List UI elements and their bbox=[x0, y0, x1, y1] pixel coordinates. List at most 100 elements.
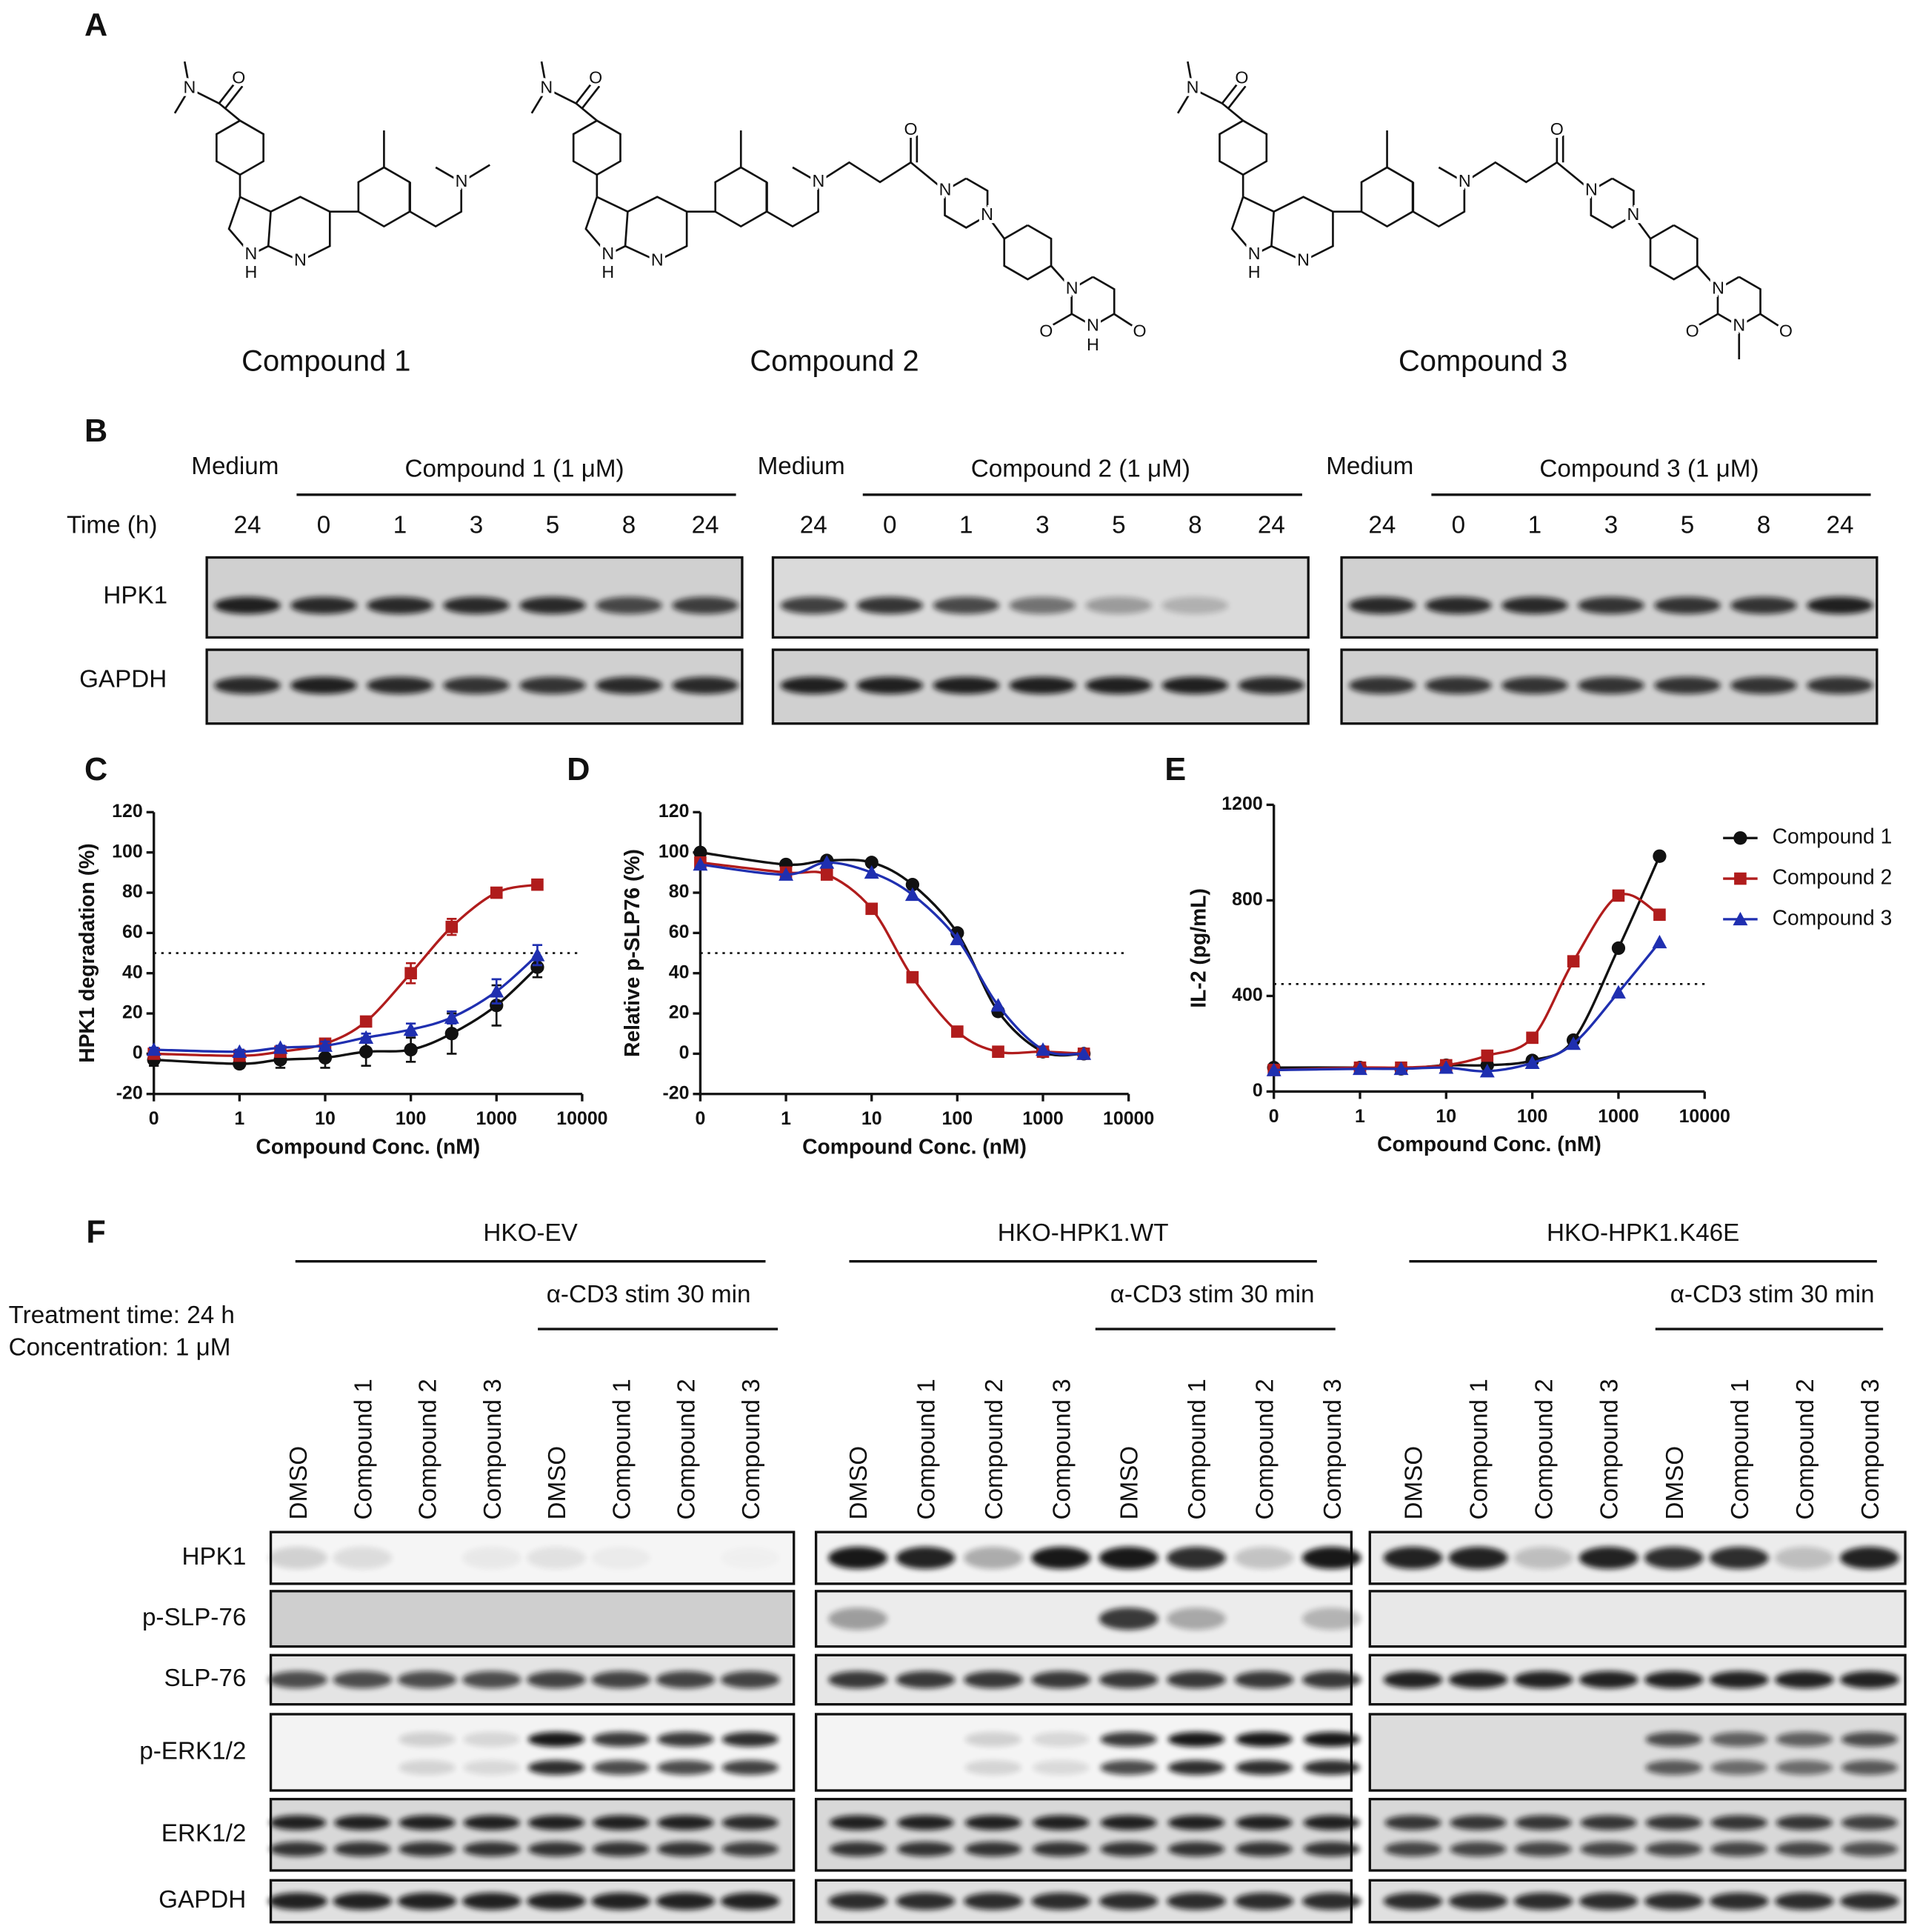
blot-box bbox=[1368, 1797, 1907, 1872]
bond bbox=[530, 87, 547, 114]
marker bbox=[404, 967, 417, 980]
bond bbox=[1176, 87, 1194, 114]
x-tick-label: 10 bbox=[861, 1108, 882, 1129]
y-tick-label: -20 bbox=[662, 1082, 689, 1103]
blot-band bbox=[399, 1815, 456, 1831]
blot-band bbox=[1580, 1842, 1637, 1857]
marker bbox=[403, 1022, 419, 1036]
marker bbox=[444, 1010, 459, 1024]
blot-band bbox=[1167, 1815, 1225, 1831]
blot-band bbox=[1234, 1547, 1294, 1569]
blot-band bbox=[1515, 1815, 1572, 1831]
blot-band bbox=[672, 676, 739, 694]
atom-label: O bbox=[589, 67, 602, 87]
marker bbox=[1036, 1042, 1050, 1056]
treatment-time: Treatment time: 24 h bbox=[9, 1302, 235, 1329]
y-tick-label: 80 bbox=[122, 882, 143, 902]
lane-label: Compound 2 bbox=[981, 1379, 1008, 1519]
bond bbox=[1412, 166, 1466, 228]
blot-band bbox=[1654, 676, 1721, 694]
marker bbox=[906, 970, 919, 984]
bond bbox=[1050, 264, 1073, 290]
atom-label: N bbox=[1459, 171, 1471, 190]
blot-band bbox=[593, 1842, 650, 1857]
panel-label: A bbox=[84, 7, 107, 43]
x-tick-label: 0 bbox=[149, 1108, 159, 1129]
blot-band bbox=[1031, 1547, 1091, 1569]
marker bbox=[1353, 1061, 1367, 1076]
stim-label: α-CD3 stim 30 min bbox=[1110, 1281, 1315, 1308]
marker bbox=[1652, 934, 1667, 949]
blot-band bbox=[1841, 1760, 1899, 1776]
compound-name: Compound 2 bbox=[750, 345, 919, 378]
marker bbox=[273, 1040, 288, 1054]
blot-band bbox=[527, 1731, 585, 1747]
marker bbox=[1610, 985, 1626, 999]
atom-label: N bbox=[1066, 279, 1079, 298]
bond bbox=[818, 161, 946, 192]
marker bbox=[1526, 1031, 1539, 1045]
blot-band bbox=[1709, 1547, 1769, 1569]
row-label: GAPDH bbox=[79, 665, 167, 693]
atom-label: N bbox=[813, 171, 825, 190]
time-value: 1 bbox=[1528, 512, 1541, 539]
blot-band bbox=[1303, 1842, 1360, 1857]
blot-band bbox=[964, 1731, 1022, 1747]
bond bbox=[1696, 264, 1719, 290]
marker bbox=[1566, 1036, 1581, 1050]
blot-band bbox=[593, 1760, 650, 1776]
y-axis-title: IL-2 (pg/mL) bbox=[1186, 888, 1210, 1008]
marker bbox=[779, 867, 794, 881]
y-tick-label: 1200 bbox=[1221, 793, 1262, 814]
blot-band bbox=[593, 1731, 650, 1747]
blot-band bbox=[1167, 1760, 1225, 1776]
compound-name: Compound 1 bbox=[241, 345, 410, 378]
lane-label: Compound 3 bbox=[1596, 1379, 1624, 1519]
marker bbox=[1653, 908, 1666, 922]
time-value: 1 bbox=[959, 512, 973, 539]
atom-label: N bbox=[1712, 279, 1724, 298]
lane-label: Compound 3 bbox=[1048, 1379, 1076, 1519]
blot-band bbox=[1384, 1842, 1441, 1857]
blot-band bbox=[527, 1892, 586, 1911]
blot-band bbox=[1303, 1815, 1360, 1831]
blot-band bbox=[1161, 676, 1229, 694]
time-value: 8 bbox=[1188, 512, 1201, 539]
bond bbox=[546, 87, 577, 104]
blot-band bbox=[334, 1815, 391, 1831]
blot-band bbox=[1774, 1670, 1834, 1689]
bond bbox=[624, 196, 688, 262]
blot-band bbox=[780, 596, 847, 614]
blot-band bbox=[1031, 1670, 1091, 1689]
blot-band bbox=[897, 1815, 954, 1831]
atom-label: O bbox=[1235, 67, 1248, 87]
blot-band bbox=[964, 1760, 1022, 1776]
panel-label: B bbox=[84, 413, 107, 449]
blot-band bbox=[290, 596, 357, 614]
x-tick-label: 1 bbox=[1355, 1106, 1365, 1127]
blot-band bbox=[1807, 596, 1873, 614]
blot-band bbox=[1099, 1547, 1159, 1569]
blot-band bbox=[527, 1842, 585, 1857]
blot-band bbox=[463, 1842, 520, 1857]
blot-band bbox=[1236, 1842, 1293, 1857]
atom-label: N bbox=[1627, 204, 1639, 224]
blot-band bbox=[1301, 1608, 1361, 1630]
marker bbox=[905, 878, 920, 892]
y-tick-label: 20 bbox=[122, 1002, 143, 1023]
x-axis-title: Compound Conc. (nM) bbox=[256, 1134, 480, 1158]
blot-band bbox=[780, 676, 847, 694]
concentration: Concentration: 1 μM bbox=[9, 1333, 231, 1361]
blot-band bbox=[721, 1760, 779, 1776]
blot-band bbox=[1840, 1892, 1899, 1911]
x-tick-label: 10000 bbox=[1103, 1108, 1154, 1129]
blot-band bbox=[591, 1547, 651, 1569]
blot-band bbox=[1448, 1892, 1508, 1911]
blot-band bbox=[720, 1892, 780, 1911]
bond bbox=[1759, 313, 1781, 328]
blot-band bbox=[1774, 1892, 1834, 1911]
x-tick-label: 1 bbox=[781, 1108, 791, 1129]
atom-label: O bbox=[1550, 119, 1564, 139]
blot-band bbox=[1236, 1760, 1293, 1776]
blot-band bbox=[1807, 676, 1873, 694]
